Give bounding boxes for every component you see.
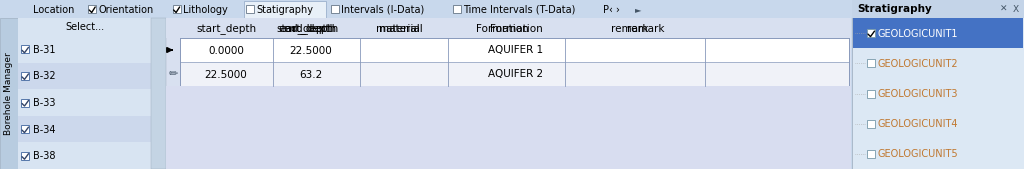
Text: GEOLOGICUNIT1: GEOLOGICUNIT1: [878, 29, 958, 39]
Text: Borehole Manager: Borehole Manager: [4, 52, 13, 135]
Text: Location: Location: [33, 5, 75, 15]
Text: B-38: B-38: [33, 151, 55, 161]
Bar: [867, 150, 874, 158]
Bar: [852, 0, 1024, 169]
Text: end_depth: end_depth: [279, 23, 334, 34]
Text: material: material: [379, 23, 423, 33]
Bar: [867, 120, 874, 128]
Text: Statigraphy: Statigraphy: [256, 5, 313, 15]
Bar: [88, 5, 96, 13]
FancyBboxPatch shape: [86, 2, 168, 18]
Bar: [18, 89, 151, 116]
Text: ✕: ✕: [1000, 5, 1008, 14]
Text: B-34: B-34: [33, 125, 55, 135]
Text: GEOLOGICUNIT3: GEOLOGICUNIT3: [878, 89, 958, 99]
FancyBboxPatch shape: [451, 2, 597, 18]
Bar: [18, 142, 151, 169]
Text: GEOLOGICUNIT2: GEOLOGICUNIT2: [878, 59, 958, 69]
Text: Formation: Formation: [476, 23, 528, 33]
Text: B-31: B-31: [33, 45, 55, 55]
Bar: [22, 45, 29, 53]
Text: 0.0000: 0.0000: [208, 45, 244, 55]
Text: remark: remark: [628, 23, 665, 33]
Bar: [18, 116, 151, 142]
FancyBboxPatch shape: [600, 2, 632, 18]
Text: Lithology: Lithology: [182, 5, 227, 15]
Bar: [331, 5, 339, 13]
Bar: [867, 29, 874, 37]
Text: Select...: Select...: [65, 22, 104, 32]
Bar: [181, 62, 849, 86]
Text: ✏: ✏: [168, 69, 178, 79]
Text: 22.5000: 22.5000: [290, 45, 333, 55]
Text: Orientation: Orientation: [98, 5, 154, 15]
Text: P‹ ›: P‹ ›: [603, 5, 620, 15]
Text: 22.5000: 22.5000: [205, 69, 248, 79]
Bar: [18, 18, 151, 36]
Text: remark: remark: [611, 23, 649, 33]
Bar: [151, 18, 166, 169]
Text: X: X: [1013, 5, 1019, 14]
Text: GEOLOGICUNIT5: GEOLOGICUNIT5: [878, 149, 958, 159]
FancyBboxPatch shape: [30, 2, 83, 18]
Bar: [867, 90, 874, 98]
Text: end_depth: end_depth: [284, 23, 339, 34]
Text: B-33: B-33: [33, 98, 55, 108]
Bar: [166, 18, 851, 38]
Bar: [22, 152, 29, 160]
Text: 63.2: 63.2: [299, 69, 323, 79]
Text: Formation: Formation: [489, 23, 543, 33]
Text: start_depth: start_depth: [275, 23, 336, 34]
Text: AQUIFER 1: AQUIFER 1: [488, 45, 544, 55]
Bar: [22, 72, 29, 80]
Bar: [246, 5, 254, 13]
Bar: [22, 125, 29, 133]
Text: AQUIFER 2: AQUIFER 2: [488, 69, 544, 79]
Bar: [166, 86, 851, 169]
Bar: [22, 99, 29, 106]
Text: Stratigraphy: Stratigraphy: [857, 5, 932, 15]
Bar: [0, 18, 18, 169]
Bar: [852, 0, 1024, 18]
Bar: [18, 36, 151, 63]
Text: GEOLOGICUNIT4: GEOLOGICUNIT4: [878, 119, 958, 129]
FancyBboxPatch shape: [171, 2, 242, 18]
Bar: [853, 18, 1023, 48]
Bar: [0, 0, 1024, 18]
Bar: [166, 18, 851, 169]
Text: ►: ►: [635, 5, 642, 14]
Text: material: material: [376, 23, 420, 33]
Text: Intervals (I-Data): Intervals (I-Data): [341, 5, 424, 15]
Bar: [867, 59, 874, 67]
Text: Time Intervals (T-Data): Time Intervals (T-Data): [463, 5, 575, 15]
Bar: [181, 38, 849, 62]
Bar: [18, 18, 166, 169]
FancyBboxPatch shape: [329, 2, 447, 18]
Text: B-32: B-32: [33, 71, 55, 81]
Text: start_depth: start_depth: [196, 23, 256, 34]
FancyBboxPatch shape: [244, 1, 326, 18]
Bar: [180, 38, 849, 86]
Bar: [18, 63, 151, 89]
Bar: [453, 5, 461, 13]
Bar: [173, 5, 180, 13]
